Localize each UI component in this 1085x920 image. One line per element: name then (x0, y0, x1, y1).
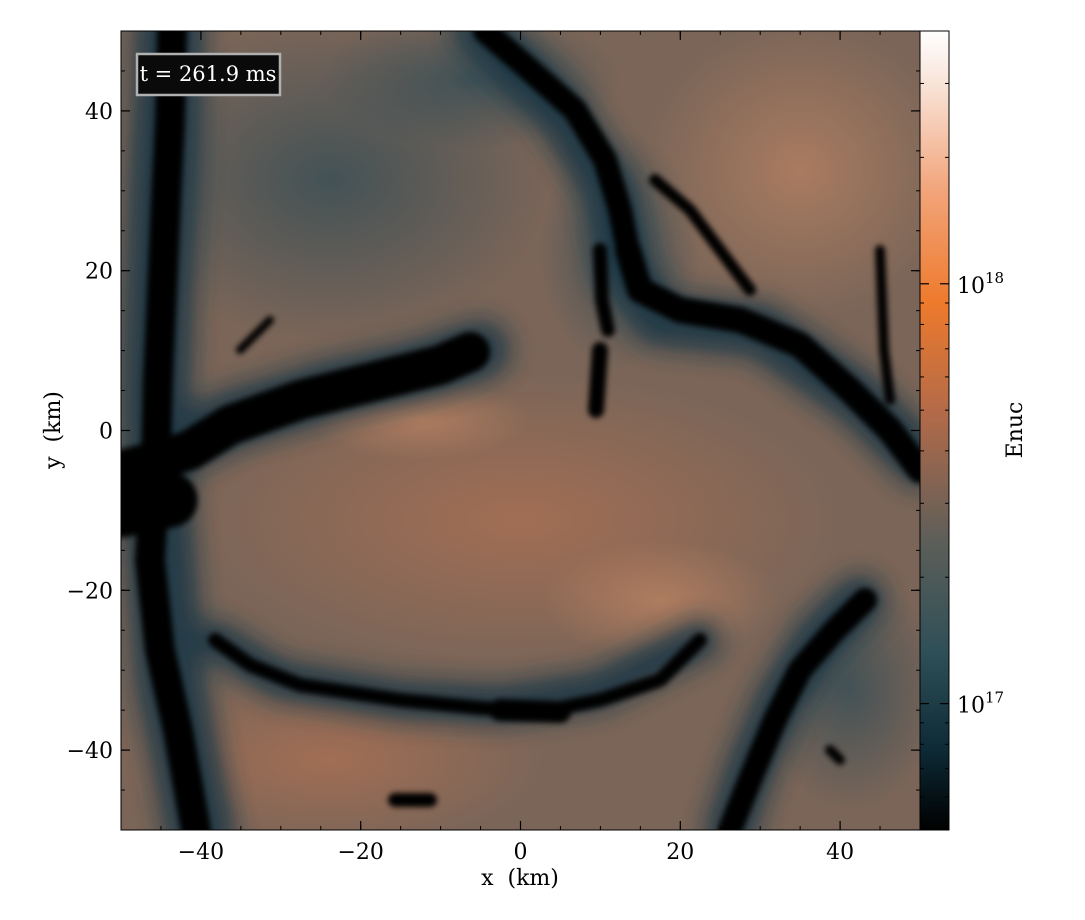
y-axis-label: y (km) (41, 391, 66, 470)
y-tick-label: 0 (99, 420, 113, 445)
time-annotation-text: t = 261.9 ms (140, 62, 277, 86)
colorbar-label: Enuc (1003, 402, 1028, 459)
axes-ticks: −40 −20 0 20 40 −40 −20 0 20 40 (67, 30, 921, 865)
heatmap-field (121, 31, 920, 830)
x-tick-label: −40 (178, 840, 224, 865)
time-annotation: t = 261.9 ms (135, 52, 282, 97)
colorbar-tick-label: 1017 (957, 689, 1004, 719)
colorbar-tick-label: 1018 (957, 269, 1004, 299)
x-tick-label: −20 (337, 840, 383, 865)
y-tick-label: 20 (85, 260, 113, 285)
y-tick-label: −20 (67, 579, 113, 604)
x-tick-label: 20 (666, 840, 694, 865)
y-tick-label: 40 (85, 100, 113, 125)
colorbar: 1017 1018 Enuc (919, 30, 1028, 831)
x-tick-label: 40 (826, 840, 854, 865)
x-tick-label: 0 (514, 840, 528, 865)
y-tick-label: −40 (67, 739, 113, 764)
x-axis-label: x (km) (481, 866, 559, 891)
colorbar-ticks: 1017 1018 (920, 30, 1004, 831)
colorbar-gradient (919, 30, 950, 831)
